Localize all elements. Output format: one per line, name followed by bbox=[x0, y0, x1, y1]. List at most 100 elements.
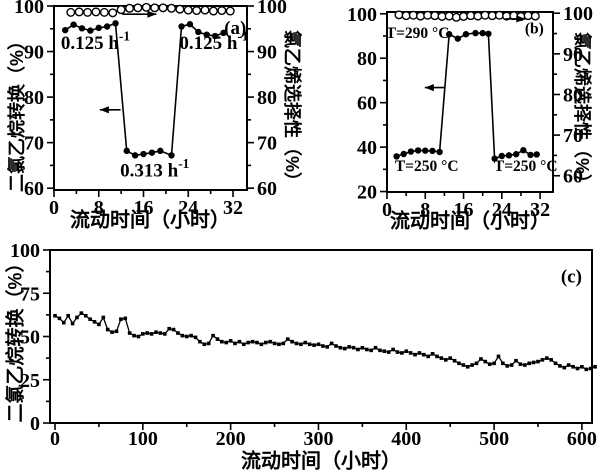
square-marker bbox=[360, 345, 365, 350]
filled-circle-marker bbox=[472, 29, 479, 37]
square-marker bbox=[285, 337, 290, 341]
open-circle-marker bbox=[459, 11, 469, 21]
filled-circle-marker bbox=[178, 23, 185, 30]
square-marker bbox=[369, 348, 373, 353]
y-tick-label: 0 bbox=[30, 413, 40, 435]
square-marker bbox=[88, 317, 92, 321]
y-tick-label: 100 bbox=[10, 240, 40, 262]
square-marker bbox=[268, 339, 272, 344]
square-marker bbox=[439, 356, 444, 360]
square-marker bbox=[149, 332, 154, 336]
x-tick-label: 16 bbox=[454, 199, 474, 221]
square-marker bbox=[356, 347, 360, 352]
filled-circle-marker bbox=[211, 32, 219, 40]
square-marker bbox=[540, 358, 545, 362]
square-marker bbox=[562, 365, 567, 370]
square-marker bbox=[220, 339, 224, 344]
filled-circle-marker bbox=[491, 155, 498, 162]
y-tick-label: 80 bbox=[563, 84, 583, 106]
square-marker bbox=[224, 340, 229, 345]
y-tick-label: 20 bbox=[357, 182, 377, 204]
square-marker bbox=[162, 332, 167, 336]
y-axis-left: 20 40 60 80 100 bbox=[347, 4, 387, 204]
square-marker bbox=[378, 348, 382, 353]
square-marker bbox=[114, 329, 119, 334]
open-circle-marker bbox=[225, 6, 235, 16]
square-marker bbox=[294, 341, 299, 346]
plot-border bbox=[49, 249, 593, 424]
annotations: T=290 °C T=250 °C T=250 °C (b) bbox=[386, 21, 558, 175]
y-axis-right: 60 70 80 90 100 bbox=[247, 0, 287, 200]
x-axis: 0 8 16 24 32 bbox=[49, 190, 243, 219]
square-marker bbox=[549, 358, 553, 362]
open-circle-marker bbox=[466, 11, 476, 21]
open-circle-marker bbox=[494, 10, 504, 20]
open-circle-marker bbox=[166, 3, 176, 13]
square-marker bbox=[391, 347, 395, 352]
square-marker bbox=[110, 330, 114, 334]
y-tick-label: 70 bbox=[24, 133, 44, 155]
square-marker bbox=[211, 333, 215, 338]
arrow-head bbox=[99, 106, 109, 114]
arrows bbox=[424, 15, 526, 92]
square-marker bbox=[53, 313, 57, 318]
square-marker bbox=[400, 351, 404, 355]
square-marker bbox=[536, 359, 540, 364]
square-marker bbox=[413, 352, 417, 357]
filled-circle-marker bbox=[479, 29, 486, 37]
square-marker bbox=[307, 342, 312, 347]
square-marker bbox=[408, 351, 413, 355]
annotations: (c) bbox=[561, 267, 582, 288]
square-marker bbox=[167, 326, 171, 331]
square-marker bbox=[299, 342, 303, 347]
open-circle-marker bbox=[451, 12, 461, 22]
y-axis-left: 0 25 50 75 100 bbox=[10, 240, 50, 435]
series-conversion bbox=[53, 311, 597, 372]
y-tick-label: 100 bbox=[563, 3, 593, 25]
x-tick-label: 400 bbox=[391, 428, 421, 450]
y-tick-label: 100 bbox=[14, 0, 44, 18]
panel-c: 0 100 200 300 400 500 600 0 25 50 75 100 (c) bbox=[10, 240, 597, 450]
square-marker bbox=[347, 345, 351, 349]
filled-circle-marker bbox=[148, 149, 156, 156]
square-marker bbox=[452, 358, 457, 363]
filled-circle-marker bbox=[533, 151, 540, 158]
square-marker bbox=[176, 331, 180, 335]
filled-circle-marker bbox=[436, 148, 443, 156]
panel-b-xlabel: 流动时间（小时） bbox=[390, 210, 550, 233]
square-marker bbox=[395, 350, 400, 354]
open-circle-marker bbox=[473, 11, 483, 21]
square-marker bbox=[338, 345, 343, 350]
square-marker bbox=[487, 362, 492, 366]
square-marker bbox=[75, 315, 79, 320]
open-circle-marker bbox=[133, 3, 143, 13]
square-marker bbox=[505, 364, 510, 368]
square-marker bbox=[457, 361, 461, 366]
filled-circle-marker bbox=[505, 152, 513, 159]
open-circle-marker bbox=[423, 10, 433, 20]
square-marker bbox=[435, 354, 439, 359]
open-circle-marker bbox=[394, 10, 404, 20]
filled-circle-marker bbox=[498, 152, 506, 160]
annotation: 0.125 h-1 bbox=[179, 29, 248, 55]
filled-circle-marker bbox=[393, 153, 400, 160]
square-marker bbox=[123, 316, 128, 321]
square-marker bbox=[215, 337, 220, 341]
open-circle-marker bbox=[83, 7, 93, 17]
y-tick-label: 90 bbox=[24, 42, 44, 64]
y-tick-label: 70 bbox=[257, 133, 277, 155]
square-marker bbox=[242, 342, 246, 347]
square-marker bbox=[422, 352, 426, 357]
square-marker bbox=[588, 366, 593, 371]
x-tick-label: 500 bbox=[479, 428, 509, 450]
square-marker bbox=[255, 340, 259, 345]
square-marker bbox=[180, 333, 185, 338]
filled-circle-marker bbox=[445, 31, 453, 38]
filled-circle-marker bbox=[527, 151, 534, 159]
filled-circle-marker bbox=[462, 31, 470, 38]
open-circle-marker bbox=[150, 3, 160, 13]
square-marker bbox=[417, 351, 422, 355]
filled-circle-marker bbox=[512, 151, 520, 158]
square-marker bbox=[171, 327, 176, 332]
